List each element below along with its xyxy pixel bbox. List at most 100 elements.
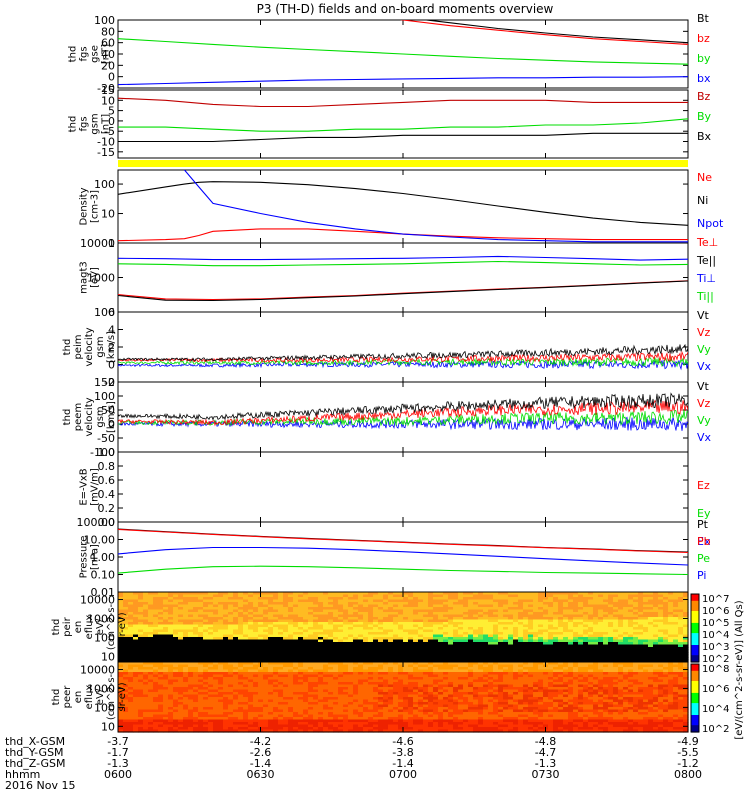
heatmap-cell	[193, 627, 199, 631]
heatmap-cell	[573, 617, 579, 621]
heatmap-cell	[533, 609, 539, 613]
heatmap-cell	[418, 602, 424, 606]
heatmap-cell	[183, 642, 189, 646]
heatmap-cell	[358, 669, 364, 673]
heatmap-cell	[563, 614, 569, 618]
heatmap-cell	[608, 622, 614, 626]
heatmap-cell	[543, 647, 549, 651]
heatmap-cell	[223, 672, 229, 676]
heatmap-cell	[613, 654, 619, 658]
heatmap-cell	[468, 597, 474, 601]
series-line-Ni	[118, 181, 688, 226]
heatmap-cell	[378, 619, 384, 623]
heatmap-cell	[198, 677, 204, 681]
heatmap-cell	[673, 657, 679, 661]
heatmap-cell	[588, 604, 594, 608]
heatmap-cell	[128, 642, 134, 646]
heatmap-cell	[263, 729, 269, 733]
heatmap-cell	[323, 724, 329, 728]
heatmap-cell	[343, 707, 349, 711]
heatmap-cell	[258, 639, 264, 643]
heatmap-cell	[558, 629, 564, 633]
heatmap-cell	[588, 614, 594, 618]
heatmap-cell	[408, 597, 414, 601]
heatmap-cell	[163, 647, 169, 651]
heatmap-cell	[153, 677, 159, 681]
y-tick-label: 0	[108, 115, 115, 128]
heatmap-cell	[268, 677, 274, 681]
heatmap-cell	[413, 639, 419, 643]
heatmap-cell	[358, 712, 364, 716]
heatmap-cell	[373, 632, 379, 636]
heatmap-cell	[153, 627, 159, 631]
y-tick-label: 0.0	[98, 516, 116, 529]
heatmap-cell	[473, 637, 479, 641]
heatmap-cell	[398, 607, 404, 611]
heatmap-cell	[668, 622, 674, 626]
heatmap-cell	[348, 699, 354, 703]
heatmap-cell	[203, 599, 209, 603]
heatmap-cell	[233, 667, 239, 671]
heatmap-cell	[648, 649, 654, 653]
heatmap-cell	[283, 692, 289, 696]
panel-frame	[117, 311, 689, 383]
heatmap-cell	[133, 652, 139, 656]
heatmap-cell	[148, 647, 154, 651]
heatmap-cell	[398, 592, 404, 596]
heatmap-cell	[173, 614, 179, 618]
heatmap-cell	[153, 697, 159, 701]
heatmap-cell	[678, 602, 684, 606]
heatmap-cell	[303, 694, 309, 698]
heatmap-cell	[203, 672, 209, 676]
heatmap-cell	[188, 662, 194, 666]
heatmap-cell	[123, 677, 129, 681]
heatmap-cell	[668, 624, 674, 628]
heatmap-cell	[363, 614, 369, 618]
heatmap-cell	[648, 657, 654, 661]
heatmap-cell	[133, 727, 139, 731]
heatmap-cell	[118, 684, 124, 688]
heatmap-cell	[278, 717, 284, 721]
heatmap-cell	[183, 697, 189, 701]
heatmap-cell	[243, 687, 249, 691]
heatmap-cell	[253, 717, 259, 721]
heatmap-cell	[563, 629, 569, 633]
heatmap-cell	[618, 649, 624, 653]
heatmap-cell	[653, 639, 659, 643]
heatmap-cell	[158, 689, 164, 693]
heatmap-cell	[238, 599, 244, 603]
heatmap-cell	[273, 722, 279, 726]
heatmap-cell	[258, 637, 264, 641]
heatmap-cell	[253, 702, 259, 706]
heatmap-cell	[333, 662, 339, 666]
heatmap-cell	[483, 642, 489, 646]
heatmap-cell	[133, 622, 139, 626]
heatmap-cell	[408, 602, 414, 606]
heatmap-cell	[448, 627, 454, 631]
heatmap-cell	[618, 617, 624, 621]
heatmap-cell	[593, 617, 599, 621]
heatmap-cell	[268, 709, 274, 713]
heatmap-cell	[223, 642, 229, 646]
heatmap-cell	[123, 699, 129, 703]
heatmap-cell	[293, 674, 299, 678]
heatmap-cell	[153, 684, 159, 688]
heatmap-cell	[488, 659, 494, 663]
heatmap-cell	[178, 642, 184, 646]
heatmap-cell	[538, 654, 544, 658]
heatmap-cell	[228, 689, 234, 693]
heatmap-cell	[208, 662, 214, 666]
heatmap-cell	[608, 634, 614, 638]
heatmap-cell	[348, 627, 354, 631]
heatmap-cell	[658, 602, 664, 606]
heatmap-cell	[413, 654, 419, 658]
heatmap-cell	[228, 662, 234, 666]
heatmap-cell	[608, 639, 614, 643]
heatmap-cell	[188, 624, 194, 628]
heatmap-cell	[203, 644, 209, 648]
heatmap-cell	[423, 627, 429, 631]
heatmap-cell	[533, 619, 539, 623]
heatmap-cell	[338, 622, 344, 626]
heatmap-cell	[278, 699, 284, 703]
heatmap-cell	[543, 652, 549, 656]
